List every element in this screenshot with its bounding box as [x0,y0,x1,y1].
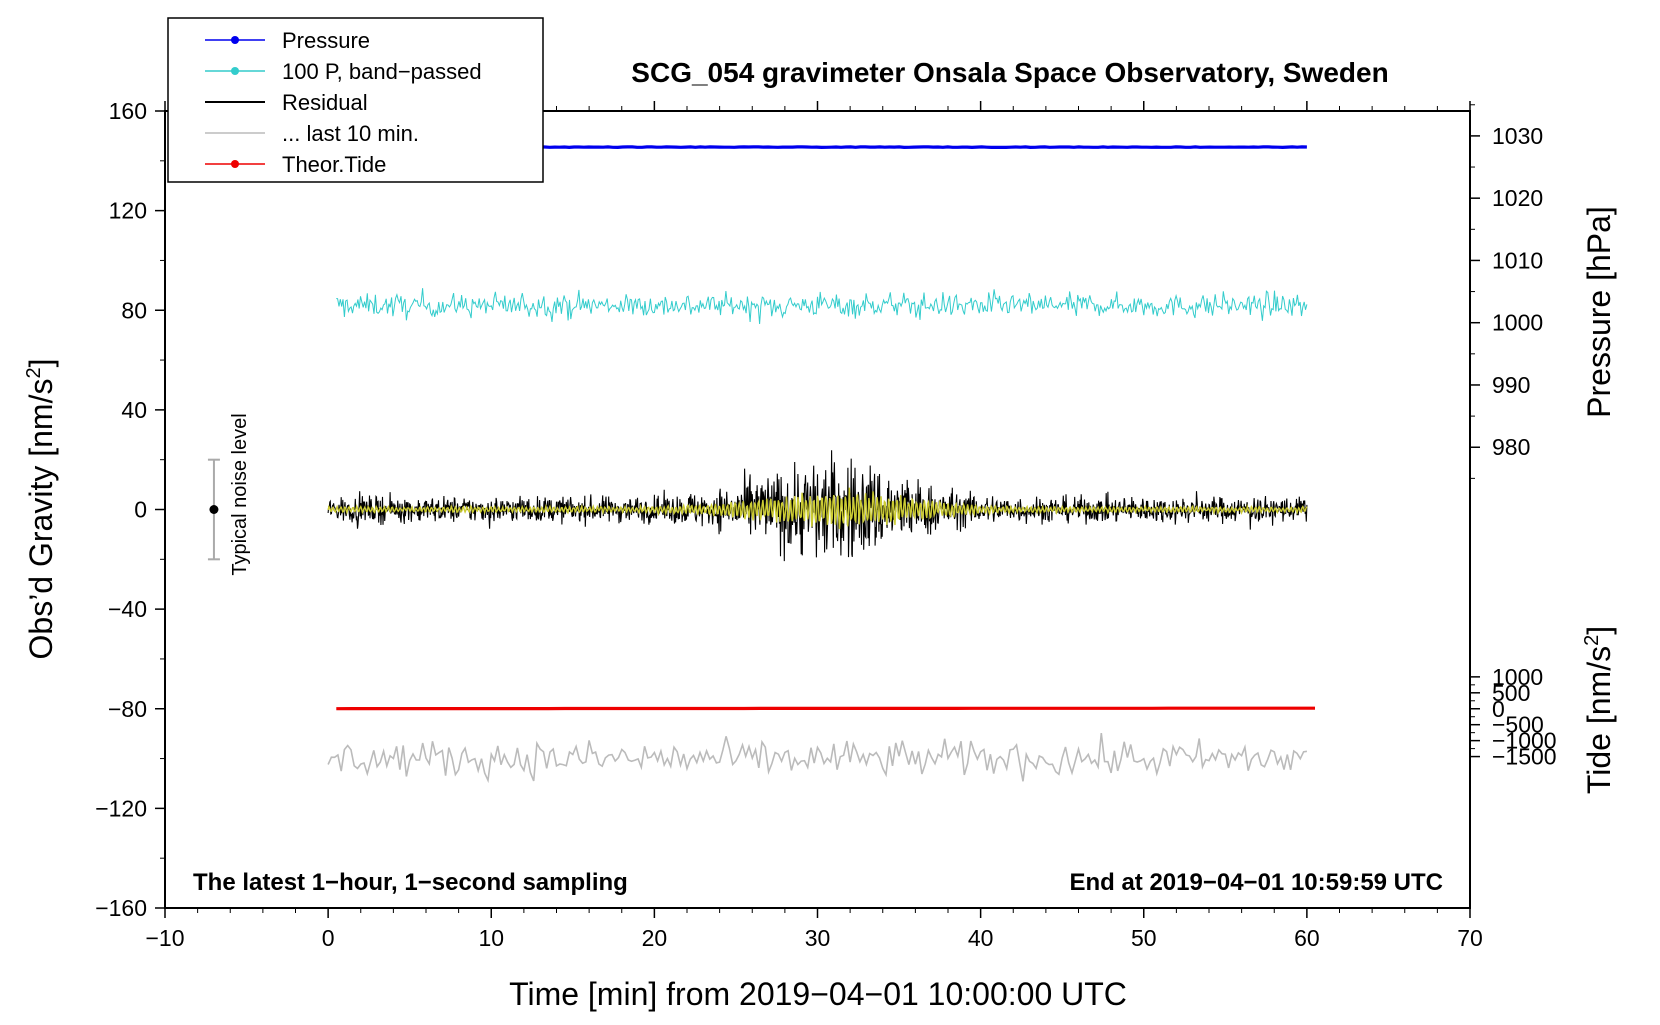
x-tick-label: 10 [478,925,504,951]
tide-tick-label: 0 [1492,696,1505,722]
y-tick-label: 80 [121,297,147,323]
pressure-tick-label: 1010 [1492,247,1543,273]
pressure-tick-label: 980 [1492,434,1530,460]
pressure-tick-label: 1000 [1492,310,1543,336]
y-axis-title-tide: Tide [nm/s2] [1581,626,1617,794]
y-axis-title-tide-main: Tide [nm/s [1581,646,1617,794]
legend-label: Residual [282,90,368,115]
y-tick-label: −80 [108,696,147,722]
x-tick-label: 0 [322,925,335,951]
y-tick-label: −120 [95,795,147,821]
tide-tick-label: 1000 [1492,664,1543,690]
y-tick-label: 120 [109,198,147,224]
x-tick-label: 70 [1457,925,1483,951]
tide-tick-label: −1000 [1492,728,1557,754]
tide-tick-label: 500 [1492,680,1530,706]
legend-label: ... last 10 min. [282,121,419,146]
legend-label: Pressure [282,28,370,53]
noise-bar-center-dot [209,505,219,514]
x-tick-label: 60 [1294,925,1320,951]
ticks-layer: −10 0 10 20 30 40 50 60 7016012080400−40−80−120−… [95,98,1556,951]
x-tick-label: 20 [642,925,668,951]
y-tick-label: −40 [108,596,147,622]
annotation-end-time: End at 2019−04−01 10:59:59 UTC [1069,869,1443,896]
x-tick-label: 50 [1131,925,1157,951]
legend-label: Theor.Tide [282,152,386,177]
y-tick-label: 0 [134,497,147,523]
y-axis-title-tide-sup: 2 [1581,635,1603,646]
tide-tick-label: −500 [1492,712,1544,738]
series-last-10-min [327,733,1308,784]
series-residual [327,450,1308,562]
y-axis-title-left-end: ] [23,359,59,368]
x-tick-label: 40 [968,925,994,951]
legend-swatch-marker [231,36,239,44]
legend-items: Pressure 100 P, band−passed Residual ... la… [205,28,482,177]
y-tick-label: 160 [109,98,147,124]
y-axis-title-left: Obs’d Gravity [nm/s2] [23,359,59,660]
y-axis-title-left-sup: 2 [23,367,45,378]
chart-title: SCG_054 gravimeter Onsala Space Observat… [631,57,1388,88]
y-axis-title-left-main: Obs’d Gravity [nm/s [23,379,59,660]
legend-swatch-marker [231,160,239,168]
y-axis-title-pressure: Pressure [hPa] [1581,206,1617,418]
x-tick-label: 30 [805,925,831,951]
series-theoretical-tide [336,706,1315,711]
x-tick-label: −10 [145,925,184,951]
pressure-tick-label: 990 [1492,372,1530,398]
y-tick-label: −160 [95,895,147,921]
annotation-sampling: The latest 1−hour, 1−second sampling [193,869,628,896]
tide-tick-label: −1500 [1492,744,1557,770]
legend: Pressure 100 P, band−passed Residual ... la… [167,17,544,183]
series-bandpassed-pressure [336,288,1308,325]
y-tick-label: 40 [121,397,147,423]
pressure-tick-label: 1020 [1492,185,1543,211]
legend-label: 100 P, band−passed [282,59,482,84]
x-axis-title: Time [min] from 2019−04−01 10:00:00 UTC [509,976,1127,1012]
legend-box [167,17,544,183]
series-filtered-residual [327,487,1308,530]
legend-swatch-marker [231,67,239,75]
pressure-tick-label: 1030 [1492,123,1543,149]
y-axis-title-tide-end: ] [1581,626,1617,635]
noise-bar-label: Typical noise level [229,413,251,575]
noise-bar-group: Typical noise level [207,413,251,576]
